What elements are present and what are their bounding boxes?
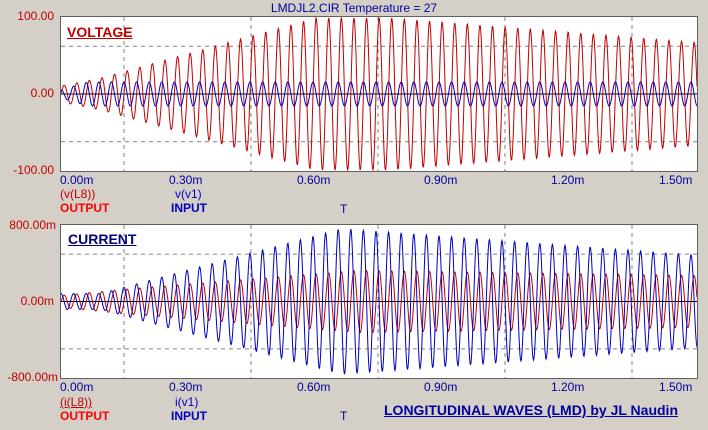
current-xtick-1: 0.30m xyxy=(169,380,203,394)
voltage-ytick-top: 100.00 xyxy=(17,9,54,23)
current-input-name: INPUT xyxy=(171,409,207,423)
voltage-xtick-4: 1.20m xyxy=(551,173,585,187)
current-ytick-bottom: -800.00m xyxy=(7,370,58,384)
voltage-plot-area[interactable] xyxy=(60,16,698,172)
voltage-waveform-canvas xyxy=(61,17,697,171)
voltage-plot-title: VOLTAGE xyxy=(67,24,133,40)
current-xtick-0: 0.00m xyxy=(60,380,94,394)
current-ytick-top: 800.00m xyxy=(9,218,56,232)
current-xtick-3: 0.90m xyxy=(424,380,458,394)
voltage-ytick-bottom: -100.00 xyxy=(13,163,54,177)
voltage-input-expr[interactable]: v(v1) xyxy=(175,187,202,201)
current-xtick-5: 1.50m xyxy=(659,380,693,394)
voltage-x-axis-label: T xyxy=(340,202,348,216)
current-plot-title: CURRENT xyxy=(68,231,137,247)
window-title: LMDJL2.CIR Temperature = 27 xyxy=(270,1,438,15)
current-ytick-mid: 0.00m xyxy=(20,294,54,308)
current-waveform-canvas xyxy=(61,225,697,378)
current-input-expr[interactable]: i(v1) xyxy=(175,395,199,409)
current-x-axis-label: T xyxy=(340,409,348,423)
current-xtick-4: 1.20m xyxy=(551,380,585,394)
voltage-input-trace xyxy=(61,81,697,107)
current-output-name: OUTPUT xyxy=(60,409,110,423)
current-input-trace xyxy=(61,228,697,375)
current-plot-area[interactable] xyxy=(60,224,698,379)
voltage-output-trace xyxy=(61,17,697,171)
voltage-xtick-5: 1.50m xyxy=(659,173,693,187)
voltage-ytick-mid: 0.00 xyxy=(30,86,54,100)
current-output-trace xyxy=(61,269,697,334)
voltage-output-expr[interactable]: (v(L8)) xyxy=(60,187,96,201)
voltage-output-name: OUTPUT xyxy=(60,201,110,215)
current-xtick-2: 0.60m xyxy=(297,380,331,394)
voltage-input-name: INPUT xyxy=(171,201,207,215)
voltage-xtick-0: 0.00m xyxy=(60,173,94,187)
voltage-xtick-1: 0.30m xyxy=(169,173,203,187)
voltage-xtick-3: 0.90m xyxy=(424,173,458,187)
voltage-xtick-2: 0.60m xyxy=(297,173,331,187)
credit-text: LONGITUDINAL WAVES (LMD) by JL Naudin xyxy=(384,402,678,418)
current-output-expr[interactable]: (i(L8)) xyxy=(60,395,92,409)
